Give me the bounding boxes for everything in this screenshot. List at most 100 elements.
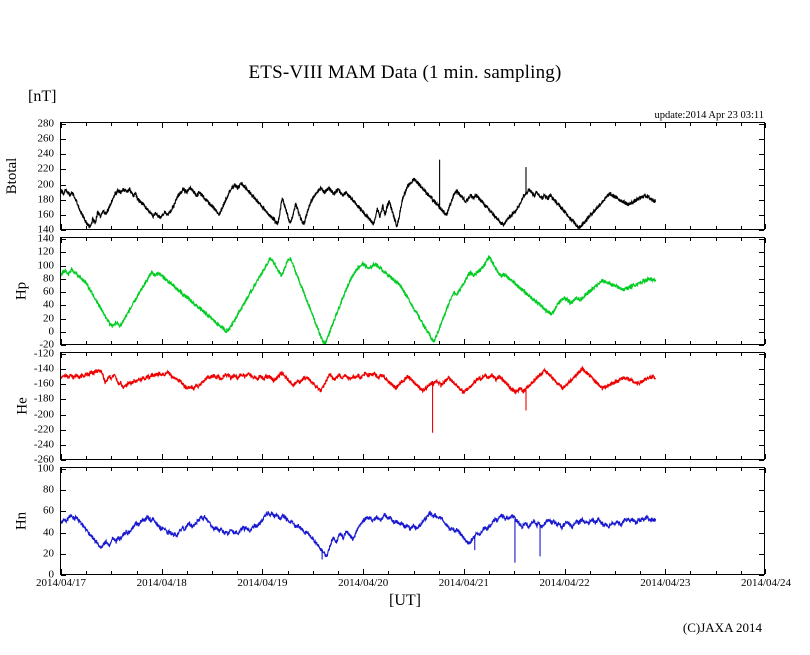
- x-tick-label: 2014/04/19: [237, 577, 288, 589]
- x-tick-mark: [665, 454, 667, 459]
- x-tick-mark: [61, 468, 62, 473]
- x-tick-mark: [61, 353, 62, 358]
- y-tick-mark: [61, 429, 66, 431]
- x-tick-minor: [111, 341, 113, 344]
- y-tick-mark: [61, 230, 66, 231]
- page-title: ETS-VIII MAM Data (1 min. sampling): [248, 62, 562, 83]
- x-tick-minor: [640, 353, 642, 356]
- y-tick-mark: [759, 154, 764, 156]
- x-tick-minor: [715, 226, 717, 229]
- x-tick-minor: [740, 353, 742, 356]
- x-tick-mark: [765, 569, 766, 574]
- x-tick-mark: [161, 339, 163, 344]
- update-timestamp: update:2014 Apr 23 03:11: [654, 110, 764, 121]
- x-tick-mark: [161, 224, 163, 229]
- y-tick-mark: [759, 199, 764, 201]
- x-tick-minor: [111, 123, 113, 126]
- y-tick-mark: [61, 305, 66, 307]
- y-tick-mark: [759, 460, 764, 461]
- x-tick-minor: [489, 123, 491, 126]
- x-tick-label: 2014/04/17: [35, 577, 87, 589]
- x-tick-minor: [388, 341, 390, 344]
- y-tick-mark: [759, 399, 764, 401]
- x-tick-minor: [640, 123, 642, 126]
- x-tick-minor: [589, 238, 591, 241]
- x-tick-label: 2014/04/21: [438, 577, 489, 589]
- x-tick-mark: [564, 569, 566, 574]
- x-tick-label: 2014/04/23: [640, 577, 691, 589]
- x-tick-minor: [136, 226, 138, 229]
- x-tick-mark: [363, 569, 365, 574]
- x-tick-minor: [186, 341, 188, 344]
- series-line-he: [61, 365, 657, 395]
- x-tick-minor: [312, 226, 314, 229]
- x-tick-minor: [539, 468, 541, 471]
- x-tick-minor: [287, 226, 289, 229]
- x-tick-minor: [413, 468, 415, 471]
- x-tick-minor: [740, 123, 742, 126]
- x-tick-minor: [438, 468, 440, 471]
- x-tick-minor: [388, 226, 390, 229]
- y-tick-mark: [61, 575, 66, 576]
- plot-area: 140 160 180 200 220 240 260 280 Btotal -20 0 20 40 60…: [4, 118, 791, 589]
- x-tick-mark: [363, 339, 365, 344]
- x-tick-minor: [514, 123, 516, 126]
- x-tick-minor: [413, 238, 415, 241]
- x-tick-minor: [136, 238, 138, 241]
- axis-name-btotal: Btotal: [4, 157, 21, 195]
- x-tick-minor: [715, 456, 717, 459]
- panel-hn: 0 20 40 60 80 100 Hn 2014/04/17 2014/04/18 2014/0…: [13, 463, 791, 589]
- y-tick-label: -220: [33, 423, 54, 436]
- y-tick-mark: [61, 369, 66, 371]
- y-tick-mark: [61, 265, 66, 267]
- y-tick-mark: [759, 239, 764, 240]
- y-tick-mark: [759, 414, 764, 416]
- x-tick-minor: [111, 353, 113, 356]
- x-tick-minor: [589, 353, 591, 356]
- y-tick-mark: [759, 184, 764, 186]
- x-tick-mark: [665, 468, 667, 473]
- y-tick-mark: [61, 345, 66, 346]
- x-tick-minor: [589, 341, 591, 344]
- y-tick-mark: [759, 532, 764, 534]
- x-tick-minor: [136, 468, 138, 471]
- y-tick-mark: [61, 490, 66, 492]
- x-tick-minor: [186, 226, 188, 229]
- y-tick-label: 40: [43, 298, 54, 311]
- y-axis-hp: -20 0 20 40 60 80 100 120 140: [3, 233, 61, 350]
- x-tick-minor: [86, 341, 88, 344]
- x-tick-minor: [111, 468, 113, 471]
- x-tick-minor: [312, 341, 314, 344]
- y-tick-mark: [61, 214, 66, 216]
- y-tick-label: 60: [43, 504, 54, 517]
- y-tick-label: 140: [37, 232, 55, 245]
- x-tick-minor: [690, 468, 692, 471]
- x-tick-minor: [489, 456, 491, 459]
- x-tick-minor: [337, 238, 339, 241]
- x-tick-mark: [61, 238, 62, 243]
- x-tick-minor: [614, 456, 616, 459]
- x-tick-minor: [337, 571, 339, 574]
- x-tick-minor: [640, 226, 642, 229]
- y-tick-label: 140: [37, 223, 55, 236]
- x-tick-mark: [262, 123, 264, 128]
- x-tick-minor: [514, 468, 516, 471]
- x-tick-minor: [287, 353, 289, 356]
- y-tick-mark: [759, 444, 764, 446]
- x-tick-minor: [312, 353, 314, 356]
- x-tick-minor: [489, 226, 491, 229]
- x-tick-mark: [665, 353, 667, 358]
- x-tick-mark: [363, 468, 365, 473]
- x-tick-mark: [665, 569, 667, 574]
- y-tick-mark: [759, 252, 764, 254]
- y-tick-mark: [759, 292, 764, 293]
- y-axis-btotal: 140 160 180 200 220 240 260 280: [3, 118, 61, 235]
- x-tick-minor: [111, 571, 113, 574]
- x-tick-minor: [715, 341, 717, 344]
- series-line-btotal: [61, 177, 656, 229]
- y-tick-mark: [759, 214, 764, 216]
- x-tick-mark: [564, 123, 566, 128]
- panel-hp: -20 0 20 40 60 80 100 120 140 Hp: [13, 233, 766, 350]
- x-tick-minor: [438, 238, 440, 241]
- panel-btotal: 140 160 180 200 220 240 260 280 Btotal: [4, 118, 766, 235]
